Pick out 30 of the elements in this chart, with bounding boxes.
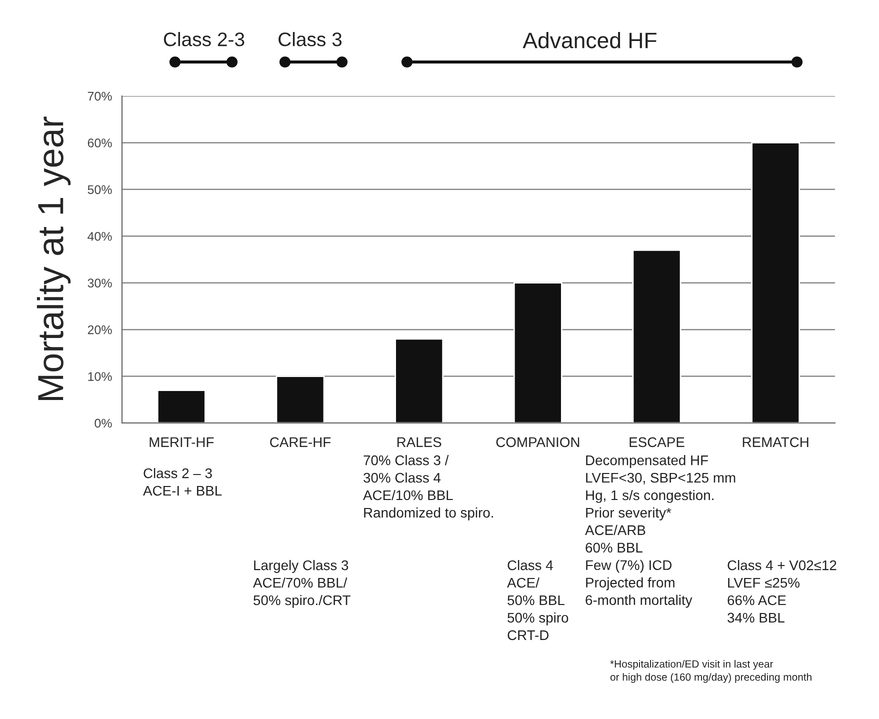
x-tick-label: RALES <box>397 437 442 448</box>
text: Class 2-3 <box>164 32 244 46</box>
y-tick-label: 40% <box>88 232 112 241</box>
text: Advanced HF <box>522 32 656 48</box>
x-tick-label: ESCAPE <box>630 437 684 448</box>
text: Class 2 – 3 ACE-I + BBL <box>143 468 222 496</box>
y-axis-title: Mortality at 1 year <box>36 116 71 400</box>
bar <box>156 390 206 423</box>
y-tick-label: 70% <box>88 92 112 101</box>
y-tick-label: 30% <box>88 278 112 288</box>
x-tick-label: MERIT-HF <box>150 437 214 447</box>
text: Class 4 ACE/ 50% BBL 50% spiro CRT-D <box>507 560 568 640</box>
text: Class 3 <box>278 32 342 46</box>
text: 70% Class 3 / 30% Class 4 ACE/10% BBL Randomized to spiro. <box>363 455 493 520</box>
bar <box>751 142 800 423</box>
text: Class 4 + V02≤12 LVEF ≤25% 66% ACE 34% BBL <box>728 560 836 623</box>
text: Largely Class 3 ACE/70% BBL/ 50% spiro./CRT <box>253 560 350 608</box>
bar <box>276 376 325 423</box>
bar <box>632 249 682 423</box>
y-tick-label: 10% <box>88 372 112 381</box>
y-tick-label: 60% <box>88 138 112 148</box>
bar <box>394 338 444 423</box>
x-tick-label: COMPANION <box>496 437 580 448</box>
text: *Hospitalization/ED visit in last year or high dose (160 mg/day) preceding month <box>610 660 812 683</box>
y-tick-label: 20% <box>88 325 112 334</box>
y-tick-label: 0% <box>94 418 112 428</box>
y-tick-label: 50% <box>88 185 112 194</box>
x-tick-label: CARE-HF <box>270 437 331 448</box>
x-tick-label: REMATCH <box>742 437 808 448</box>
bar <box>513 282 562 423</box>
